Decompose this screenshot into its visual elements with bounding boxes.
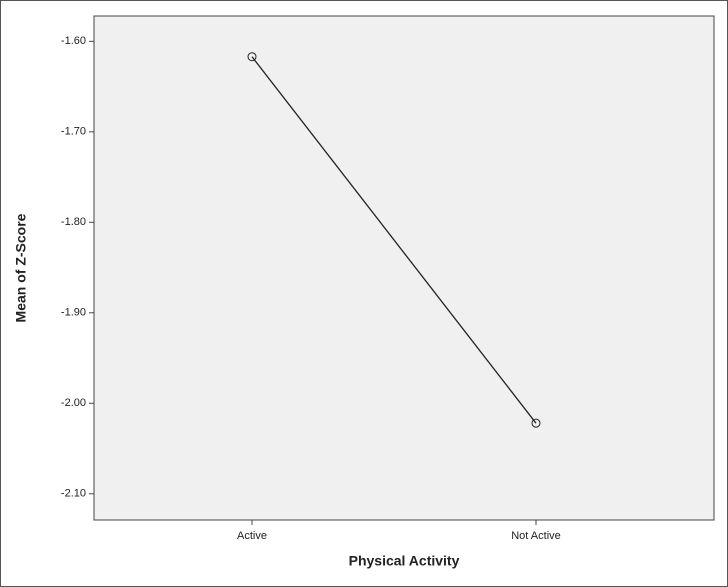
x-tick-label: Active <box>237 530 267 542</box>
y-tick-label: -1.90 <box>61 307 86 319</box>
x-axis-title: Physical Activity <box>349 553 460 569</box>
y-tick-label: -1.80 <box>61 216 86 228</box>
y-tick-label: -2.00 <box>61 397 86 409</box>
x-tick-label: Not Active <box>511 530 561 542</box>
y-tick-label: -1.70 <box>61 126 86 138</box>
y-tick-label: -2.10 <box>61 488 86 500</box>
data-point <box>531 418 541 428</box>
data-line <box>251 56 537 424</box>
plot-area <box>93 15 715 521</box>
data-point <box>247 52 257 62</box>
y-axis-title: Mean of Z-Score <box>13 213 29 322</box>
y-tick-label: -1.60 <box>61 35 86 47</box>
